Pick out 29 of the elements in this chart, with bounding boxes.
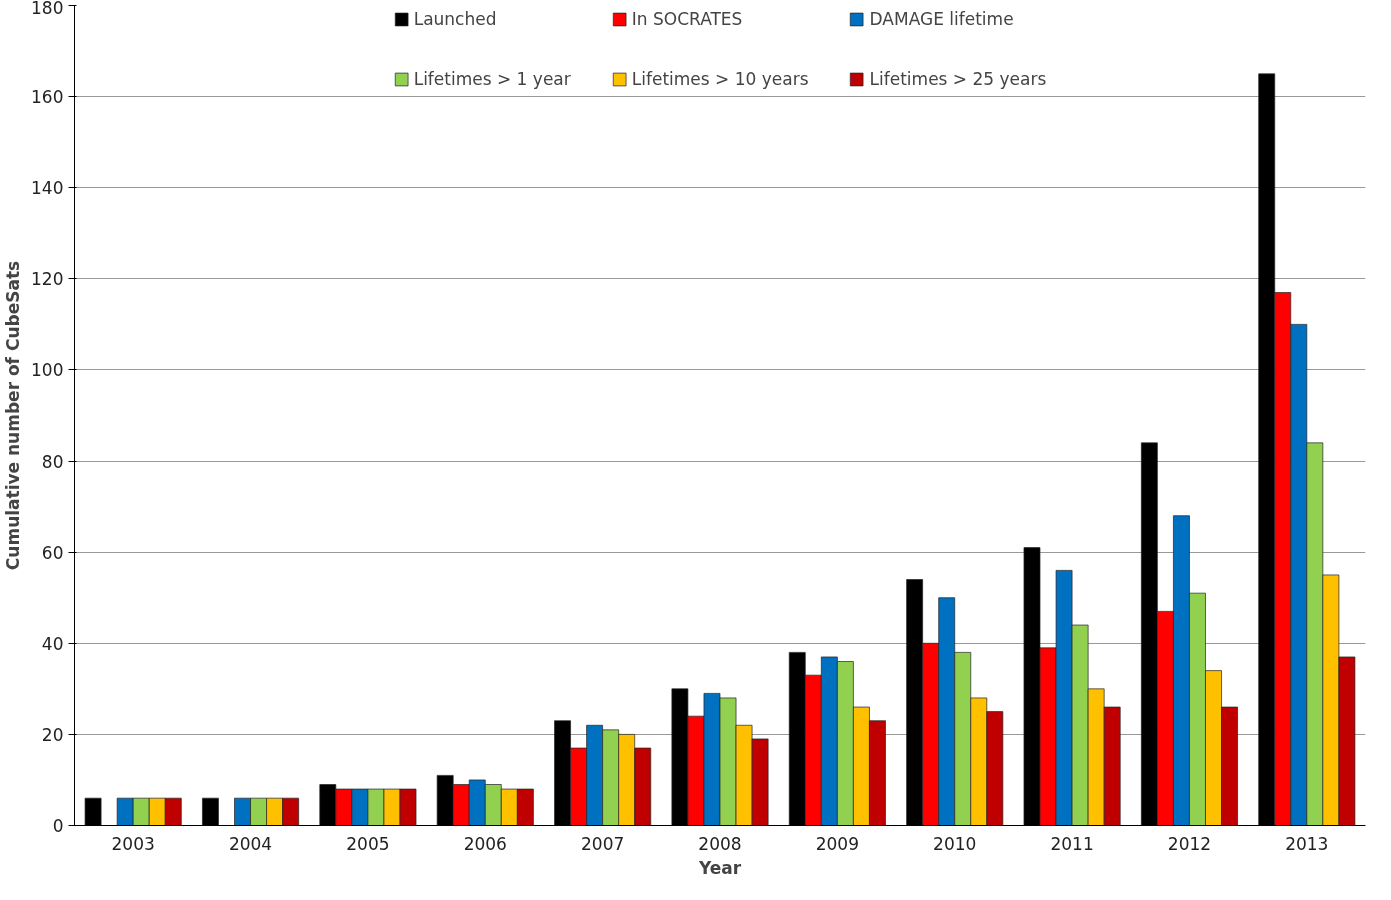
y-tick-label: 0 bbox=[52, 816, 64, 836]
y-tick-label: 20 bbox=[41, 724, 64, 745]
legend-label: Lifetimes > 25 years bbox=[869, 69, 1047, 89]
legend-label: In SOCRATES bbox=[631, 9, 743, 29]
x-tick-label: 2013 bbox=[1285, 833, 1329, 854]
legend-label: Lifetimes > 10 years bbox=[631, 69, 809, 89]
y-tick-label: 60 bbox=[41, 542, 64, 563]
legend-label: DAMAGE lifetime bbox=[869, 9, 1014, 29]
y-tick-label: 140 bbox=[31, 178, 64, 199]
x-tick-label: 2004 bbox=[228, 833, 273, 854]
x-tick-label: 2009 bbox=[815, 833, 859, 854]
legend-label: Lifetimes > 1 year bbox=[413, 69, 571, 89]
y-tick-label: 40 bbox=[41, 633, 64, 654]
y-tick-label: 160 bbox=[31, 87, 64, 108]
x-tick-label: 2006 bbox=[463, 833, 507, 854]
y-tick-label: 100 bbox=[31, 360, 64, 381]
y-tick-label: 120 bbox=[31, 269, 64, 290]
legend-label: Launched bbox=[413, 9, 497, 29]
y-axis-title: Cumulative number of CubeSats bbox=[3, 260, 24, 571]
x-tick-label: 2010 bbox=[933, 833, 977, 854]
y-tick-label: 80 bbox=[41, 451, 64, 472]
x-axis-title: Year bbox=[697, 857, 742, 878]
x-tick-label: 2003 bbox=[111, 833, 155, 854]
x-tick-label: 2011 bbox=[1050, 833, 1094, 854]
x-tick-label: 2005 bbox=[346, 833, 390, 854]
y-tick-label: 180 bbox=[31, 0, 64, 18]
x-tick-label: 2012 bbox=[1167, 833, 1212, 854]
x-tick-label: 2007 bbox=[581, 833, 625, 854]
x-tick-label: 2008 bbox=[698, 833, 742, 854]
